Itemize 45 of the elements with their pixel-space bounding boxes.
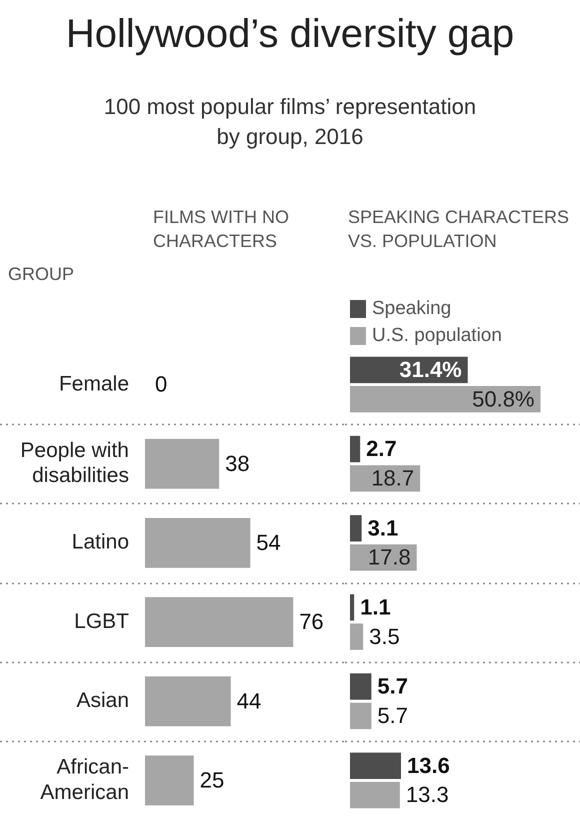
bar — [350, 782, 400, 808]
bar — [145, 755, 194, 806]
data-label: 0 — [155, 372, 168, 397]
y-tick-label: Female — [58, 372, 129, 396]
bar — [350, 624, 364, 650]
bar — [350, 673, 372, 700]
data-label: 44 — [236, 688, 262, 714]
data-label: 5.7 — [377, 674, 408, 699]
chart-title: Hollywood’s diversity gap — [64, 12, 516, 57]
data-label: 3.1 — [368, 515, 398, 540]
y-tick-label: People with disabilities — [20, 438, 129, 488]
data-label: 31.4% — [399, 357, 462, 382]
legend-label: Speaking — [372, 298, 452, 320]
y-tick-label: African-American — [40, 756, 129, 804]
data-label: 13.3 — [406, 782, 449, 808]
bar — [350, 386, 540, 412]
bar — [145, 518, 250, 568]
data-label: 54 — [256, 530, 281, 555]
data-label: 17.8 — [368, 544, 411, 570]
data-label: 1.1 — [360, 594, 391, 620]
data-label: 76 — [299, 609, 324, 634]
bar — [145, 438, 220, 489]
data-label: 50.8% — [472, 386, 534, 412]
data-label: 13.6 — [407, 752, 450, 778]
data-label: 38 — [225, 450, 250, 476]
data-label: 18.7 — [371, 465, 414, 490]
x-axis-title: FILMS WITH NO CHARACTERS — [153, 206, 290, 253]
y-tick-label: Asian — [76, 689, 129, 712]
data-label: 3.5 — [369, 624, 400, 649]
bar — [350, 702, 372, 730]
y-tick-label: Latino — [72, 530, 129, 554]
legend-label: U.S. population — [372, 324, 502, 346]
data-label: 25 — [200, 767, 224, 792]
data-label: 2.7 — [366, 436, 397, 462]
bar — [350, 515, 362, 542]
bar — [350, 436, 360, 462]
y-tick-label: LGBT — [74, 610, 130, 633]
chart-subtitle: 100 most popular films’ representation by group, 2016 — [102, 93, 478, 151]
data-label: 5.7 — [377, 702, 408, 728]
x-axis-title: SPEAKING CHARACTERS VS. POPULATION — [348, 206, 570, 253]
bar — [145, 676, 231, 726]
bar — [350, 752, 401, 779]
y-axis-title: GROUP — [8, 263, 74, 286]
bar — [350, 594, 354, 621]
bar — [145, 597, 294, 648]
